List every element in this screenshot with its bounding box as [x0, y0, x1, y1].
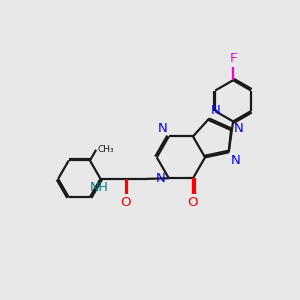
Text: N: N [230, 154, 240, 167]
Text: CH₃: CH₃ [97, 145, 114, 154]
Text: N: N [158, 122, 167, 135]
Text: N: N [211, 104, 221, 117]
Text: O: O [120, 196, 131, 209]
Text: F: F [229, 52, 237, 65]
Text: O: O [188, 196, 198, 209]
Text: NH: NH [90, 181, 109, 194]
Text: N: N [156, 172, 166, 185]
Text: N: N [234, 122, 244, 135]
